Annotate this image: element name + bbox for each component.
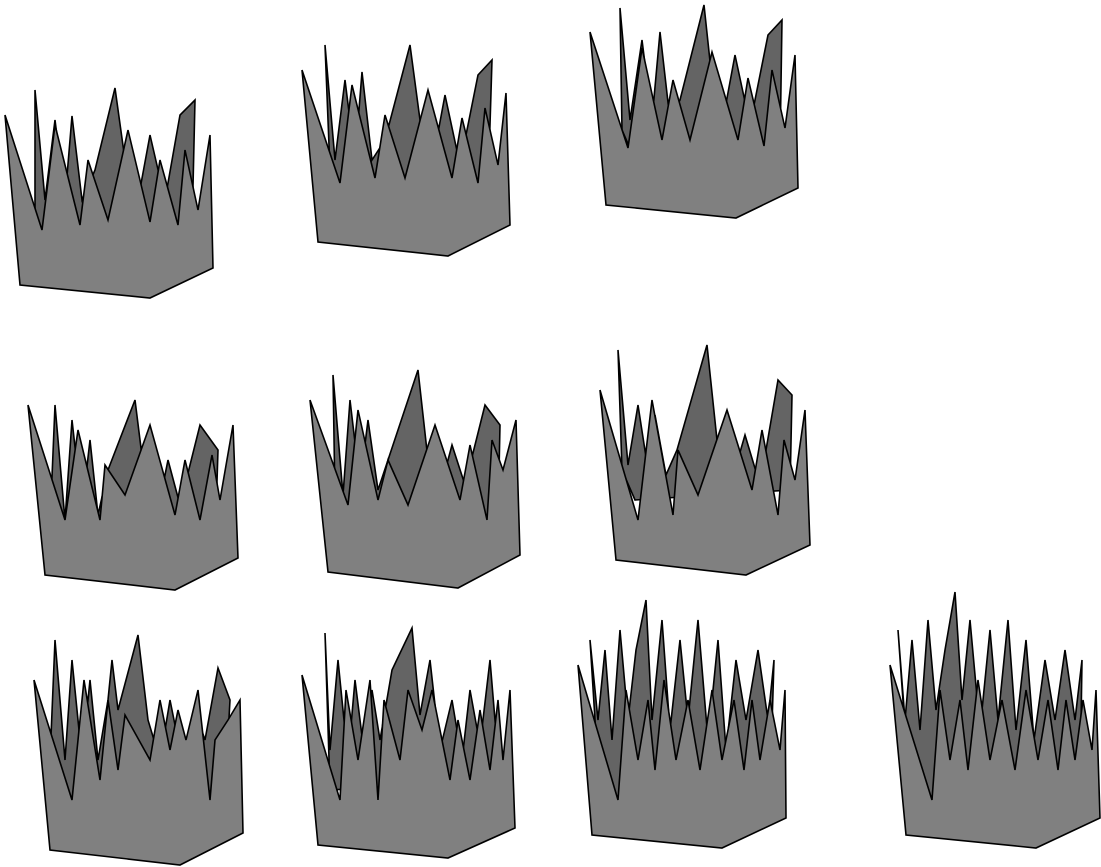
grass-clump [302,45,510,256]
grass-clump [578,600,786,848]
grass-clump [890,592,1100,848]
grass-clump [28,400,238,590]
grass-clump [600,345,810,575]
grass-clump [34,635,243,865]
grass-clump [590,5,798,218]
grass-clump [302,628,515,858]
grass-clump [5,88,213,298]
grass-clump [310,370,520,588]
